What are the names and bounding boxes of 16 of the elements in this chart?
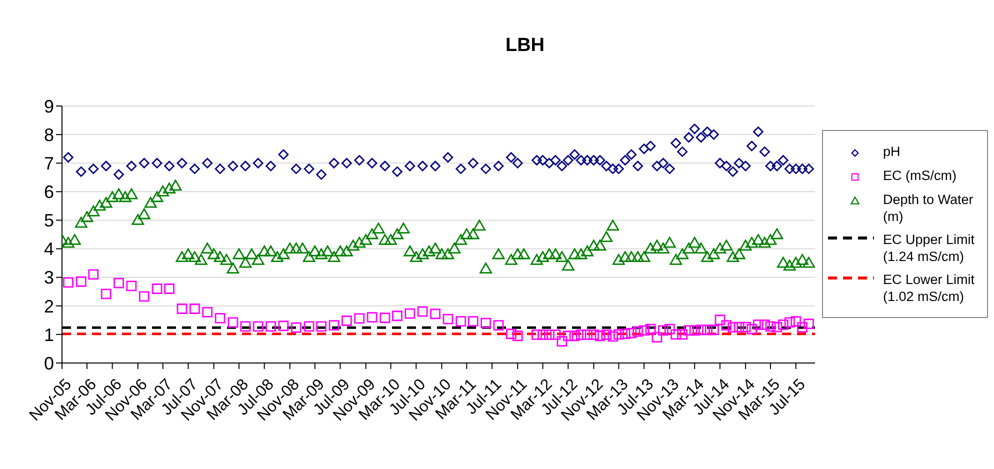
legend-label: EC (mS/cm) (883, 167, 958, 184)
y-tick-label: 7 (44, 154, 54, 174)
y-tick-label: 1 (44, 324, 54, 345)
legend-label: EC Lower Limit (1.02 mS/cm) (883, 271, 976, 305)
y-tick-label: 5 (44, 210, 54, 231)
legend-label: pH (883, 143, 902, 160)
legend-label: Depth to Water (m) (883, 191, 974, 225)
legend-label: EC Upper Limit (1.24 mS/cm) (883, 231, 976, 265)
y-tick-label: 4 (44, 239, 54, 260)
y-tick-label: 3 (44, 268, 54, 288)
y-tick-label: 9 (44, 96, 54, 116)
y-tick-label: 2 (44, 296, 54, 316)
chart-title: LBH (504, 35, 546, 57)
y-tick-label: 0 (44, 353, 54, 374)
y-tick-label: 8 (44, 124, 54, 145)
y-tick-label: 6 (44, 182, 54, 202)
